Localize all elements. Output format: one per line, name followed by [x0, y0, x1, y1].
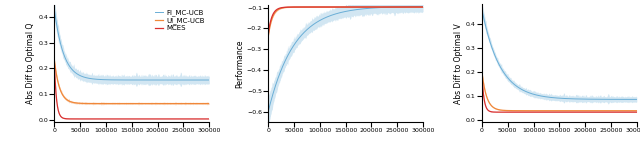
UI_MC-UCB	[264, 36, 272, 38]
FI_MC-UCB	[419, 6, 427, 7]
FI_MC-UCB	[264, 111, 272, 113]
Line: MCES: MCES	[482, 74, 637, 112]
FI_MC-UCB	[584, 98, 592, 100]
UI_MC-UCB	[174, 103, 182, 104]
Line: MCES: MCES	[268, 7, 423, 35]
Line: FI_MC-UCB: FI_MC-UCB	[54, 10, 209, 80]
FI_MC-UCB	[547, 96, 554, 98]
MCES	[385, 6, 393, 8]
MCES	[602, 111, 609, 113]
MCES	[599, 111, 607, 113]
UI_MC-UCB	[547, 110, 554, 112]
MCES	[264, 34, 272, 36]
Line: FI_MC-UCB: FI_MC-UCB	[482, 9, 637, 99]
UI_MC-UCB	[113, 103, 121, 104]
UI_MC-UCB	[327, 6, 335, 8]
Legend: FI_MC-UCB, UI_MC-UCB, MCES: FI_MC-UCB, UI_MC-UCB, MCES	[154, 8, 206, 32]
MCES	[478, 73, 486, 75]
UI_MC-UCB	[388, 6, 396, 8]
Y-axis label: Abs Diff to Optimal V: Abs Diff to Optimal V	[454, 23, 463, 104]
Y-axis label: Performance: Performance	[235, 39, 244, 88]
MCES	[205, 118, 213, 120]
FI_MC-UCB	[119, 79, 127, 81]
MCES	[494, 111, 502, 113]
MCES	[400, 6, 408, 8]
FI_MC-UCB	[67, 66, 74, 68]
MCES	[333, 6, 340, 8]
MCES	[172, 118, 179, 120]
FI_MC-UCB	[599, 98, 607, 100]
MCES	[419, 6, 427, 8]
Y-axis label: Abs Diff to Optimal Q: Abs Diff to Optimal Q	[26, 23, 35, 104]
Line: UI_MC-UCB: UI_MC-UCB	[54, 61, 209, 104]
FI_MC-UCB	[205, 79, 213, 81]
FI_MC-UCB	[333, 13, 340, 15]
UI_MC-UCB	[51, 60, 58, 62]
UI_MC-UCB	[119, 103, 127, 104]
FI_MC-UCB	[113, 79, 121, 81]
MCES	[371, 6, 378, 8]
MCES	[119, 118, 127, 120]
UI_MC-UCB	[602, 110, 609, 112]
UI_MC-UCB	[494, 108, 502, 110]
UI_MC-UCB	[599, 110, 607, 112]
UI_MC-UCB	[371, 6, 378, 8]
FI_MC-UCB	[280, 63, 288, 64]
MCES	[541, 111, 548, 113]
Line: MCES: MCES	[54, 63, 209, 119]
MCES	[388, 6, 396, 8]
UI_MC-UCB	[541, 110, 548, 112]
UI_MC-UCB	[478, 71, 486, 73]
UI_MC-UCB	[205, 103, 213, 104]
FI_MC-UCB	[541, 96, 548, 98]
FI_MC-UCB	[172, 79, 179, 81]
FI_MC-UCB	[478, 8, 486, 10]
MCES	[280, 6, 288, 8]
MCES	[327, 6, 335, 8]
MCES	[547, 111, 554, 113]
FI_MC-UCB	[633, 99, 640, 100]
UI_MC-UCB	[419, 6, 427, 8]
UI_MC-UCB	[333, 6, 340, 8]
MCES	[113, 118, 121, 120]
FI_MC-UCB	[371, 7, 378, 9]
Line: FI_MC-UCB: FI_MC-UCB	[268, 6, 423, 112]
UI_MC-UCB	[415, 6, 422, 8]
FI_MC-UCB	[174, 79, 182, 81]
UI_MC-UCB	[584, 110, 592, 112]
MCES	[633, 111, 640, 113]
FI_MC-UCB	[385, 6, 393, 8]
MCES	[174, 118, 182, 120]
UI_MC-UCB	[280, 7, 288, 9]
UI_MC-UCB	[157, 103, 164, 104]
MCES	[51, 63, 58, 64]
FI_MC-UCB	[157, 79, 164, 81]
MCES	[67, 118, 74, 120]
MCES	[584, 111, 592, 113]
Line: UI_MC-UCB: UI_MC-UCB	[268, 7, 423, 37]
FI_MC-UCB	[602, 98, 609, 100]
MCES	[157, 118, 164, 120]
FI_MC-UCB	[327, 15, 335, 16]
UI_MC-UCB	[385, 6, 393, 8]
MCES	[557, 111, 565, 113]
UI_MC-UCB	[633, 110, 640, 112]
MCES	[136, 118, 144, 120]
UI_MC-UCB	[172, 103, 179, 104]
FI_MC-UCB	[388, 6, 396, 8]
Line: UI_MC-UCB: UI_MC-UCB	[482, 72, 637, 111]
FI_MC-UCB	[51, 9, 58, 11]
UI_MC-UCB	[67, 101, 74, 102]
FI_MC-UCB	[494, 61, 502, 63]
